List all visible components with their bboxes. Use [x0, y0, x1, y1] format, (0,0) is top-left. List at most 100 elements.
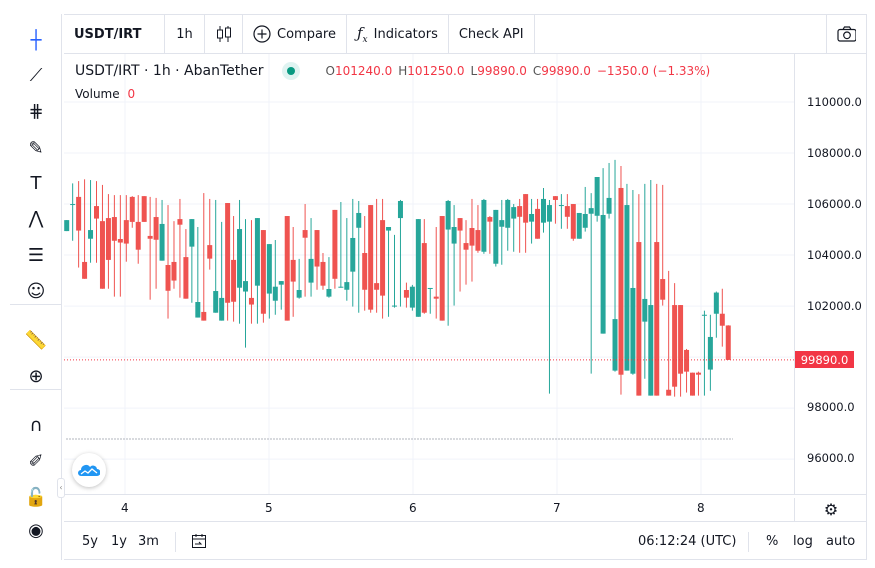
candle-body	[678, 305, 684, 374]
chart-type-button[interactable]	[205, 15, 243, 53]
candle-body	[541, 198, 546, 223]
candle-body	[415, 219, 421, 317]
range-3m-button[interactable]: 3m	[138, 534, 159, 549]
candle-body	[243, 281, 248, 292]
lock-icon[interactable]: 🔓	[24, 486, 48, 508]
close-label: C	[532, 64, 542, 78]
indicators-button[interactable]: ƒx Indicators	[347, 15, 449, 53]
candle-body	[76, 196, 82, 231]
time-label: 8	[697, 501, 705, 515]
candle-body	[189, 219, 195, 247]
candle-body	[618, 187, 624, 375]
candle-body	[260, 230, 266, 314]
range-1y-button[interactable]: 1y	[111, 534, 127, 549]
candle-body	[517, 206, 523, 217]
eye-icon[interactable]: ◉	[28, 519, 44, 541]
open-label: O	[325, 64, 335, 78]
candle-body	[219, 297, 225, 321]
price-label: 98000.0	[807, 400, 855, 414]
clock-timezone[interactable]: 06:12:24 (UTC)	[638, 534, 737, 549]
current-price-tag: 99890.0	[795, 351, 854, 368]
zoom-in-icon[interactable]: ⊕	[28, 365, 44, 387]
interval-label: 1h	[176, 26, 193, 42]
fib-icon[interactable]: ⋕	[28, 100, 44, 122]
range-5y-button[interactable]: 5y	[82, 534, 98, 549]
candle-body	[64, 220, 70, 232]
candle-body	[403, 290, 409, 298]
candle-body	[499, 220, 505, 227]
trend-line-icon[interactable]: ⟋	[29, 64, 43, 86]
collapse-toolbar-handle[interactable]: ‹	[57, 478, 65, 498]
text-icon[interactable]: T	[30, 172, 42, 194]
candle-body	[397, 200, 403, 219]
candle-body	[201, 311, 207, 321]
legend-title: USDT/IRT · 1h · AbanTether	[75, 63, 264, 79]
price-label: 108000.0	[807, 146, 862, 160]
emoji-icon[interactable]: ☺	[26, 280, 46, 302]
candle-body	[70, 204, 76, 206]
time-axis[interactable]: 4 5 6 7 8 ⚙	[64, 494, 867, 521]
ruler-icon[interactable]: 📏	[24, 329, 48, 351]
check-api-button[interactable]: Check API	[449, 15, 535, 53]
volume-label: Volume	[75, 87, 120, 101]
goto-date-button[interactable]	[191, 533, 207, 553]
candle-body	[481, 199, 487, 252]
candle-body	[695, 372, 701, 375]
calendar-icon	[192, 534, 206, 548]
candle-body	[427, 287, 433, 289]
price-label: 102000.0	[807, 299, 862, 313]
candle-body	[546, 205, 552, 222]
chart-plot-area[interactable]	[64, 54, 794, 494]
candle-body	[213, 291, 219, 313]
plus-circle-icon	[253, 25, 271, 43]
brush-icon[interactable]: ✎	[28, 137, 44, 159]
candles-icon	[216, 26, 231, 42]
price-axis[interactable]: 110000.0 108000.0 106000.0 104000.0 1020…	[794, 54, 867, 494]
logo-button[interactable]	[72, 453, 106, 487]
candle-body	[308, 258, 314, 283]
candle-body	[594, 177, 600, 216]
screenshot-button[interactable]	[826, 15, 866, 53]
crosshair-icon[interactable]: ┼	[30, 29, 42, 51]
price-label: 104000.0	[807, 248, 862, 262]
candle-body	[320, 261, 326, 286]
percent-scale-toggle[interactable]: %	[766, 534, 779, 549]
candle-body	[719, 313, 725, 326]
candle-body	[344, 282, 350, 290]
left-drawing-toolbar: ┼ ⟋ ⋕ ✎ T ⋀ ☰ ☺ 📏 ⊕ ∩ ✐ 🔓 ◉	[10, 14, 62, 560]
market-status-icon	[281, 62, 300, 80]
candle-body	[237, 229, 243, 288]
pattern-icon[interactable]: ⋀	[28, 207, 44, 229]
candle-body	[457, 218, 463, 231]
candle-body	[392, 305, 397, 307]
magnet-icon[interactable]: ∩	[29, 414, 43, 436]
candle-body	[672, 305, 678, 387]
candle-body	[362, 253, 368, 290]
prediction-icon[interactable]: ☰	[27, 244, 45, 266]
candle-body	[284, 216, 290, 321]
candle-body	[272, 286, 278, 301]
candle-body	[380, 220, 386, 296]
ohlc-values: O101240.0 H101250.0 L99890.0 C99890.0 −1…	[326, 64, 711, 78]
lock-drawing-icon[interactable]: ✐	[28, 450, 44, 472]
candle-body	[648, 305, 654, 396]
candle-body	[713, 292, 719, 314]
symbol-search-button[interactable]: USDT/IRT	[64, 15, 165, 53]
compare-button[interactable]: Compare	[243, 15, 347, 53]
candle-body	[350, 237, 356, 272]
candle-body	[386, 227, 392, 231]
candle-body	[630, 287, 636, 374]
time-label: 4	[121, 501, 129, 515]
candle-body	[117, 238, 123, 243]
candle-body	[368, 205, 374, 310]
candle-body	[171, 261, 177, 281]
auto-scale-toggle[interactable]: auto	[826, 534, 856, 549]
candle-body	[493, 209, 499, 264]
candle-body	[129, 196, 135, 222]
settings-gear-icon[interactable]: ⚙	[794, 498, 867, 521]
candle-body	[642, 298, 648, 322]
log-scale-toggle[interactable]: log	[793, 534, 813, 549]
interval-button[interactable]: 1h	[165, 15, 205, 53]
candle-body	[725, 325, 731, 360]
toolbar-divider	[10, 304, 62, 305]
